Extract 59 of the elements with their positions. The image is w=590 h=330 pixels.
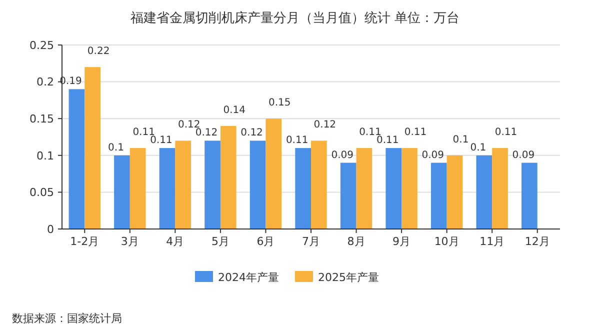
data-label: 0.09: [422, 150, 444, 161]
source-note: 数据来源：国家统计局: [12, 312, 122, 325]
x-tick-label: 8月: [347, 235, 366, 248]
data-label: 0.12: [195, 128, 218, 139]
bar: [476, 155, 492, 229]
bar: [204, 140, 220, 229]
data-label: 0.1: [108, 142, 124, 154]
bar: [356, 148, 372, 229]
data-label: 0.12: [314, 120, 336, 131]
data-label: 0.09: [512, 150, 535, 161]
x-tick-label: 4月: [166, 235, 184, 248]
chart-title: 福建省金属切削机床产量分月（当月值）统计 单位：万台: [130, 11, 460, 26]
bar: [159, 148, 176, 229]
x-tick-label: 3月: [120, 235, 139, 248]
y-tick-label: 0.15: [30, 112, 54, 126]
y-tick-label: 0.1: [36, 149, 54, 162]
bar: [402, 148, 418, 229]
x-tick-label: 6月: [256, 235, 275, 248]
data-label: 0.09: [331, 150, 354, 161]
data-label: 0.11: [494, 127, 518, 138]
x-tick-label: 11月: [480, 235, 505, 248]
bar: [84, 67, 100, 229]
y-tick-label: 0: [47, 222, 54, 236]
bar: [340, 162, 356, 229]
y-tick-label: 0.25: [30, 38, 54, 52]
data-label: 0.22: [87, 46, 110, 58]
data-label: 0.11: [150, 135, 172, 146]
x-tick-label: 9月: [392, 235, 411, 248]
bar: [220, 126, 236, 229]
data-label: 0.15: [268, 98, 291, 109]
data-label: 0.11: [404, 127, 427, 138]
bar: [250, 140, 266, 229]
x-tick-label: 1-2月: [70, 235, 100, 248]
data-label: 0.11: [286, 135, 308, 146]
bar: [130, 148, 146, 229]
bar: [295, 148, 311, 229]
data-label: 0.11: [376, 135, 399, 146]
y-tick-label: 0.05: [30, 186, 54, 200]
data-label: 0.1: [452, 134, 469, 146]
x-tick-label: 5月: [211, 235, 230, 248]
bar: [386, 148, 402, 229]
x-tick-label: 10月: [434, 235, 460, 248]
y-tick-label: 0.2: [36, 76, 54, 89]
legend-label: 2024年产量: [218, 270, 279, 284]
data-label: 0.1: [470, 142, 486, 154]
data-label: 0.14: [223, 104, 246, 116]
bar: [266, 118, 282, 229]
bar: [175, 140, 192, 229]
bar: [114, 155, 130, 229]
bar: [446, 155, 463, 229]
bar: [311, 140, 327, 229]
bar: [68, 89, 85, 229]
x-tick-label: 12月: [524, 235, 550, 248]
bar: [522, 162, 538, 229]
bar: [492, 148, 508, 229]
x-tick-label: 7月: [302, 235, 320, 248]
data-label: 0.12: [240, 128, 263, 139]
bar: [430, 162, 447, 229]
legend-label: 2025年产量: [318, 270, 379, 284]
